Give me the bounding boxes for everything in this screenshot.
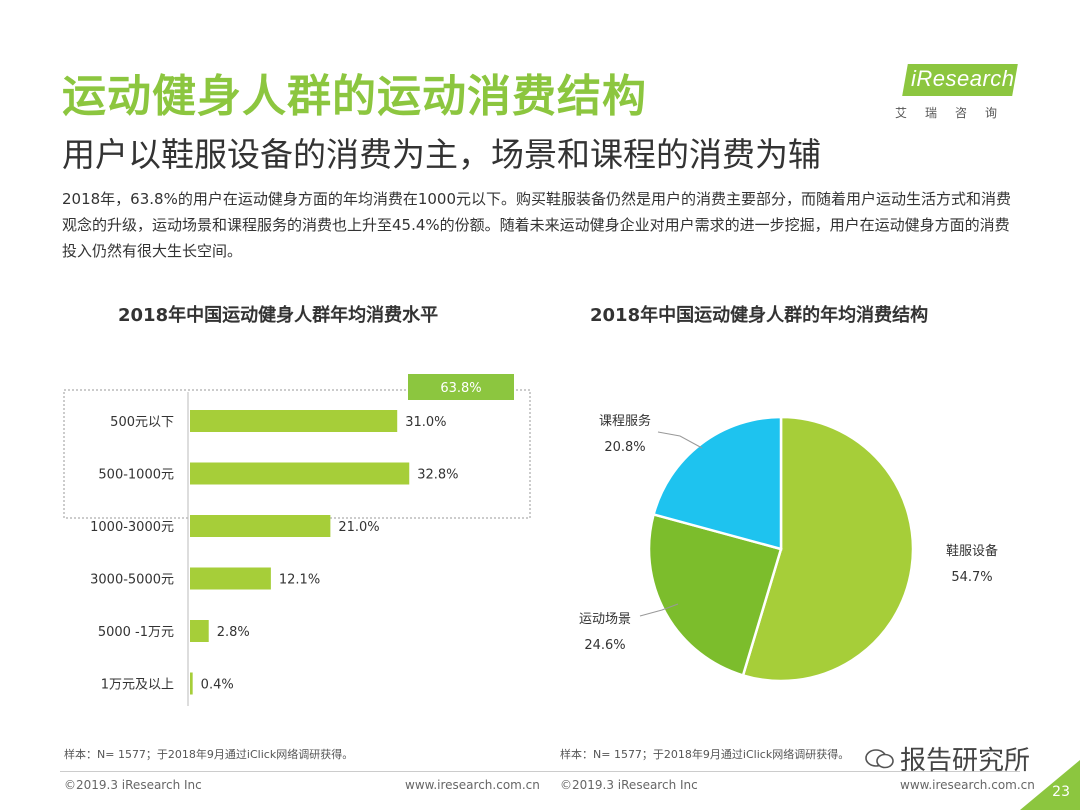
bar-value-label: 31.0% — [405, 415, 446, 430]
bar-category-label: 500-1000元 — [98, 468, 174, 483]
description-text: 2018年，63.8%的用户在运动健身方面的年均消费在1000元以下。购买鞋服装… — [62, 190, 1012, 260]
page-title: 运动健身人群的运动消费结构 — [62, 71, 647, 122]
highlight-box — [63, 389, 531, 519]
pie-label: 鞋服设备 — [946, 543, 998, 559]
pie-label: 课程服务 — [599, 413, 651, 429]
footer-url-left: www.iresearch.com.cn — [405, 778, 540, 792]
bar-chart-title: 2018年中国运动健身人群年均消费水平 — [118, 305, 439, 326]
bar-value-label: 21.0% — [338, 520, 379, 535]
pie-value-label: 20.8% — [604, 440, 645, 455]
pie-leader-line — [639, 603, 679, 617]
logo-brand-cn: 艾瑞咨询 — [895, 106, 1016, 120]
pie-slice-0 — [741, 415, 915, 683]
watermark-text: 报告研究所 — [900, 746, 1031, 776]
bar-4 — [190, 620, 209, 642]
bar-category-label: 1000-3000元 — [90, 520, 174, 535]
bar-category-label: 500元以下 — [110, 415, 174, 430]
bar-category-label: 1万元及以上 — [101, 678, 174, 693]
bar-value-label: 2.8% — [217, 625, 250, 640]
bar-chart: 63.8% 500元以下 31.0% 500-1000元 32.8% 1000-3000元… — [63, 374, 531, 706]
pie-slice-2 — [652, 415, 783, 551]
pie-chart-title: 2018年中国运动健身人群的年均消费结构 — [590, 305, 929, 326]
bar-0 — [190, 410, 398, 432]
pie-leader-line — [657, 431, 703, 449]
footer-url-right: www.iresearch.com.cn — [900, 778, 1035, 792]
bar-2 — [190, 515, 331, 537]
page-corner — [1020, 760, 1080, 810]
bar-chart-source: 样本：N= 1577；于2018年9月通过iClick网络调研获得。 — [64, 748, 354, 761]
bar-value-label: 0.4% — [201, 678, 234, 693]
logo-brand: iResearch — [911, 66, 1015, 91]
page-subtitle: 用户以鞋服设备的消费为主，场景和课程的消费为辅 — [62, 135, 821, 174]
page-number: 23 — [1052, 784, 1070, 800]
highlight-badge — [408, 374, 514, 400]
highlight-label: 63.8% — [440, 381, 481, 396]
pie-value-label: 24.6% — [584, 638, 625, 653]
footer-divider — [60, 771, 1020, 772]
bar-category-label: 3000-5000元 — [90, 573, 174, 588]
pie-chart: 鞋服设备 54.7% 运动场景 24.6% 课程服务 20.8% — [579, 413, 998, 683]
bar-value-label: 32.8% — [417, 468, 458, 483]
footer-copyright-right: ©2019.3 iResearch Inc — [560, 778, 698, 792]
bar-3 — [190, 567, 271, 590]
bar-1 — [190, 462, 410, 485]
bar-value-label: 12.1% — [279, 573, 320, 588]
bar-category-label: 5000 -1万元 — [98, 625, 174, 640]
pie-value-label: 54.7% — [951, 570, 992, 585]
iresearch-logo: iResearch 艾瑞咨询 — [893, 58, 1028, 128]
footer-copyright-left: ©2019.3 iResearch Inc — [64, 778, 202, 792]
pie-chart-source: 样本：N= 1577；于2018年9月通过iClick网络调研获得。 — [560, 748, 850, 761]
bar-5 — [190, 672, 193, 695]
pie-slice-1 — [647, 512, 783, 677]
wechat-icon — [865, 749, 894, 769]
pie-label: 运动场景 — [579, 612, 631, 627]
